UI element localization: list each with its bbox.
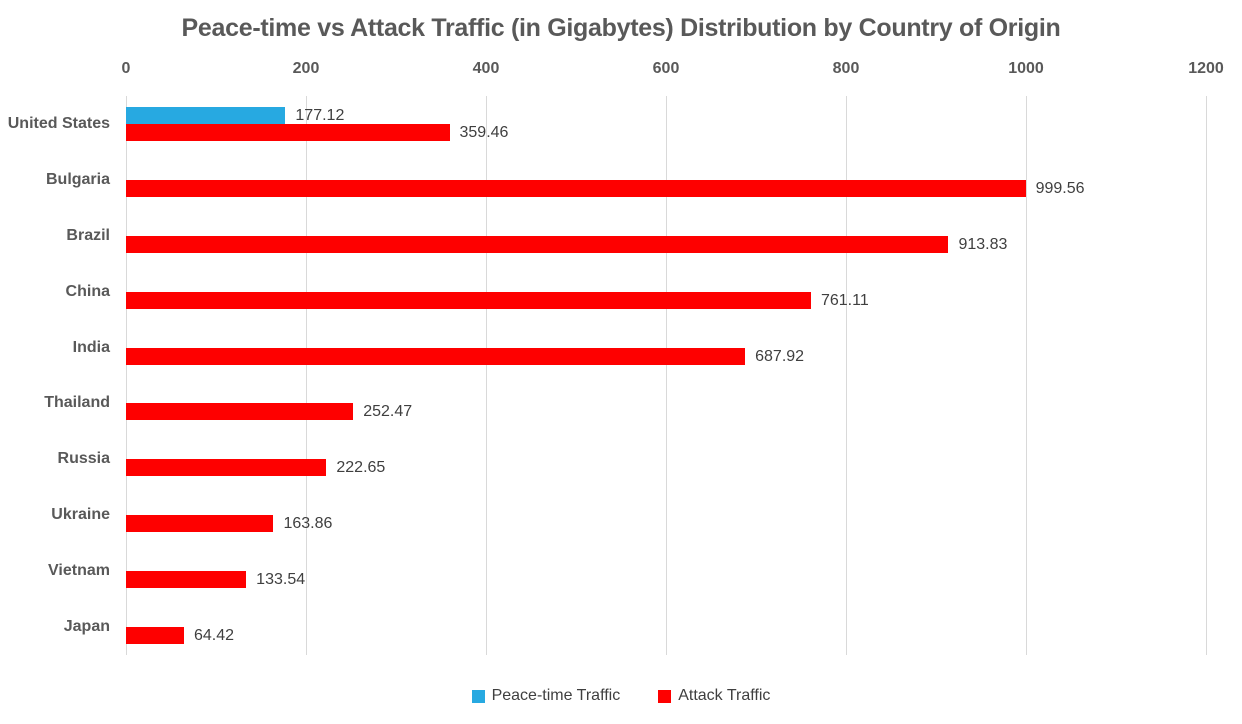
attack-traffic-bar	[126, 459, 327, 477]
bar-slot	[126, 610, 1206, 627]
gridline	[486, 96, 487, 655]
bar-slot	[126, 554, 1206, 571]
gridline	[1026, 96, 1027, 655]
attack-traffic-bar	[126, 347, 746, 365]
category-label: Japan	[63, 618, 110, 636]
bar-slot: 177.12	[126, 106, 1206, 124]
x-axis-tick-label: 1200	[1188, 60, 1224, 77]
category-label: Thailand	[44, 394, 110, 412]
bar-value-label: 761.11	[820, 291, 869, 309]
category-label: Russia	[57, 450, 110, 468]
gridline	[126, 96, 127, 655]
attack-traffic-bar	[126, 123, 450, 141]
bar-row: 687.92	[126, 320, 1206, 376]
peace-time-traffic-bar	[126, 106, 286, 124]
bar-value-label: 359.46	[459, 123, 509, 141]
x-axis-tick-label: 0	[121, 60, 131, 77]
category-label: China	[65, 282, 110, 300]
bar-value-label: 177.12	[295, 106, 345, 124]
bar-slot	[126, 219, 1206, 236]
legend-item: Peace-time Traffic	[471, 687, 621, 705]
bar-value-label: 64.42	[193, 627, 235, 645]
bar-slot: 64.42	[126, 627, 1206, 645]
bar-slot	[126, 275, 1206, 292]
x-axis-tick-label: 200	[292, 60, 320, 77]
bar-row: 64.42	[126, 599, 1206, 655]
category-label: United States	[7, 114, 110, 132]
bar-slot: 359.46	[126, 123, 1206, 141]
x-axis: 0 200 400 600 800 1000 1200	[122, 60, 1224, 82]
attack-traffic-bar	[126, 403, 354, 421]
bar-slot: 687.92	[126, 347, 1206, 365]
bar-row: 999.56	[126, 152, 1206, 208]
bar-row: 163.86	[126, 487, 1206, 543]
bar-slot	[126, 498, 1206, 515]
attack-traffic-legend-swatch	[658, 689, 672, 703]
attack-traffic-bar	[126, 179, 1026, 197]
category-label: Vietnam	[48, 562, 110, 580]
bar-row: 177.12 359.46	[126, 96, 1206, 152]
bar-row: 761.11	[126, 264, 1206, 320]
chart-title: Peace-time vs Attack Traffic (in Gigabyt…	[181, 14, 1061, 42]
bar-row: 222.65	[126, 431, 1206, 487]
legend-item: Attack Traffic	[658, 687, 770, 705]
attack-traffic-bar	[126, 627, 184, 645]
gridline	[846, 96, 847, 655]
bar-slot	[126, 163, 1206, 180]
bar-value-label: 999.56	[1035, 179, 1085, 197]
category-label: Brazil	[66, 226, 110, 244]
bar-value-label: 133.54	[256, 571, 306, 589]
category-label: Bulgaria	[45, 170, 110, 188]
bar-row: 252.47	[126, 376, 1206, 432]
attack-traffic-bar	[126, 291, 811, 309]
x-axis-tick-label: 600	[652, 60, 680, 77]
bar-value-label: 252.47	[363, 403, 413, 421]
category-label: Ukraine	[51, 506, 110, 524]
gridline	[306, 96, 307, 655]
bar-slot: 163.86	[126, 515, 1206, 533]
bar-row: 133.54	[126, 543, 1206, 599]
gridline	[666, 96, 667, 655]
y-axis-category-labels: United States Bulgaria Brazil China India Tha…	[0, 96, 110, 655]
bar-row: 913.83	[126, 208, 1206, 264]
attack-traffic-bar	[126, 571, 247, 589]
bar-slot: 761.11	[126, 291, 1206, 309]
x-axis-tick-label: 400	[472, 60, 500, 77]
bar-slot	[126, 386, 1206, 403]
bar-slot: 999.56	[126, 179, 1206, 197]
bar-value-label: 163.86	[283, 515, 333, 533]
bar-slot	[126, 442, 1206, 459]
gridline	[1206, 96, 1207, 655]
x-axis-tick-label: 1000	[1008, 60, 1044, 77]
attack-traffic-bar	[126, 515, 274, 533]
bar-slot: 133.54	[126, 571, 1206, 589]
plot-area: 177.12 359.46 999.56 913.83 761.11 687.92 252.…	[126, 96, 1207, 655]
category-label: India	[72, 338, 110, 356]
bar-slot: 222.65	[126, 459, 1206, 477]
legend: Peace-time Traffic Attack Traffic	[0, 684, 1242, 708]
attack-traffic-bar	[126, 235, 949, 253]
x-axis-tick-label: 800	[832, 60, 860, 77]
bar-value-label: 222.65	[336, 459, 386, 477]
bar-slot	[126, 331, 1206, 348]
legend-label: Attack Traffic	[678, 687, 771, 704]
bar-slot: 252.47	[126, 403, 1206, 421]
legend-label: Peace-time Traffic	[491, 687, 621, 704]
peace-time-traffic-legend-swatch	[471, 689, 485, 703]
bar-value-label: 687.92	[755, 347, 805, 365]
bar-rows: 177.12 359.46 999.56 913.83 761.11 687.92 252.…	[126, 96, 1206, 655]
bar-value-label: 913.83	[958, 235, 1008, 253]
bar-slot: 913.83	[126, 235, 1206, 253]
